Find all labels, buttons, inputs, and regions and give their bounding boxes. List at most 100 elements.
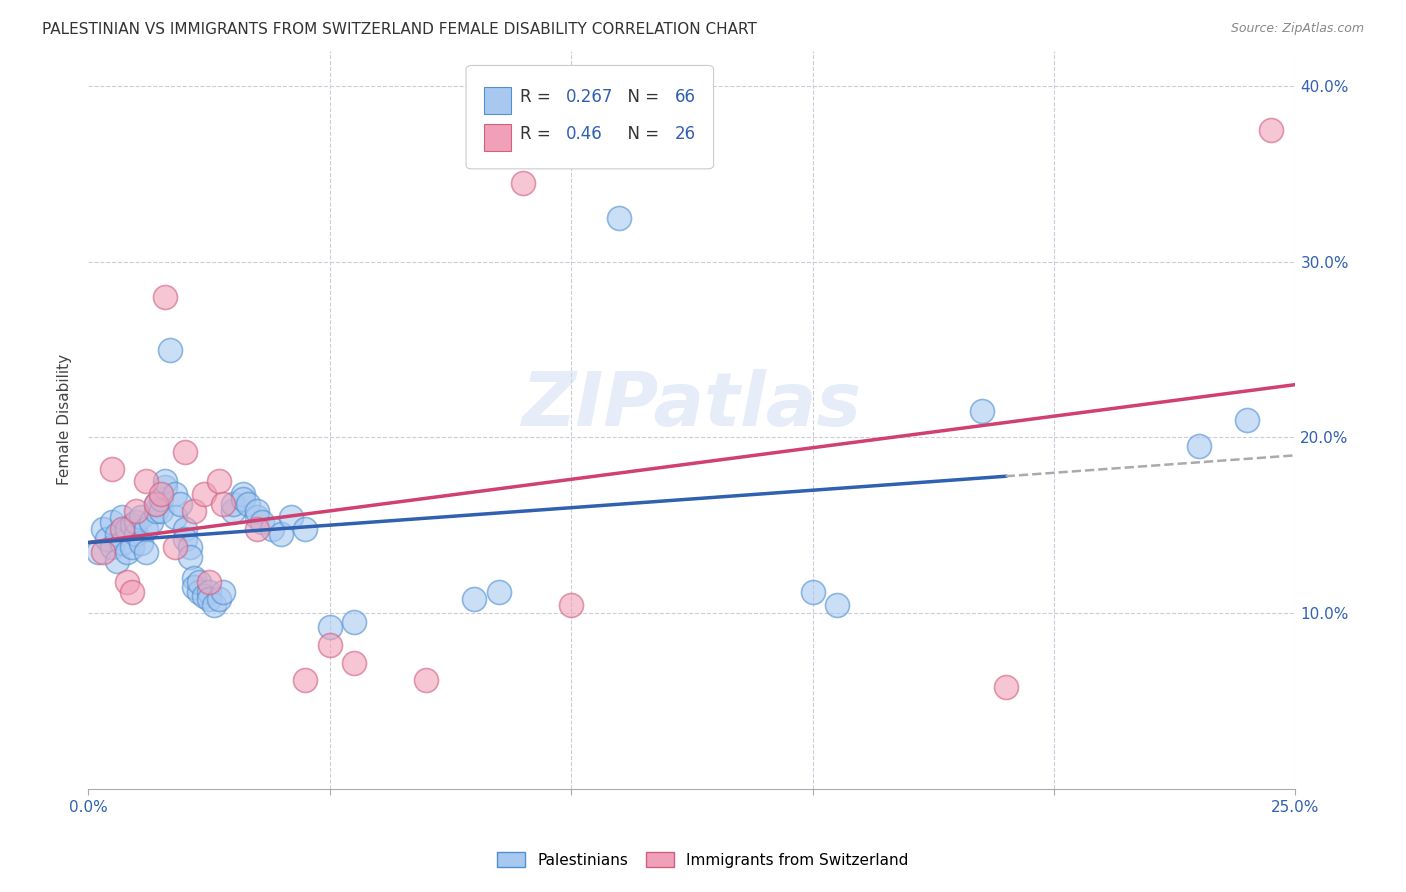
- Point: [825, 598, 848, 612]
- Point: [105, 527, 128, 541]
- Point: [512, 176, 534, 190]
- FancyBboxPatch shape: [465, 65, 713, 169]
- Point: [222, 504, 245, 518]
- FancyBboxPatch shape: [484, 87, 510, 114]
- Point: [198, 592, 221, 607]
- Point: [246, 522, 269, 536]
- Point: [179, 550, 201, 565]
- Text: N =: N =: [617, 125, 664, 143]
- Point: [155, 290, 177, 304]
- Point: [159, 343, 181, 357]
- Point: [165, 509, 187, 524]
- Point: [1236, 413, 1258, 427]
- Point: [87, 545, 110, 559]
- Point: [125, 515, 148, 529]
- Point: [232, 491, 254, 506]
- Text: PALESTINIAN VS IMMIGRANTS FROM SWITZERLAND FEMALE DISABILITY CORRELATION CHART: PALESTINIAN VS IMMIGRANTS FROM SWITZERLA…: [42, 22, 756, 37]
- Point: [222, 497, 245, 511]
- Point: [260, 522, 283, 536]
- Point: [318, 638, 340, 652]
- Point: [135, 522, 157, 536]
- Point: [139, 515, 162, 529]
- Point: [193, 589, 215, 603]
- Point: [125, 504, 148, 518]
- Point: [294, 673, 316, 687]
- Point: [111, 522, 134, 536]
- Point: [135, 475, 157, 489]
- Point: [149, 491, 172, 506]
- Point: [173, 444, 195, 458]
- Point: [105, 553, 128, 567]
- Text: R =: R =: [520, 88, 557, 106]
- Point: [280, 509, 302, 524]
- Point: [173, 522, 195, 536]
- Text: ZIPatlas: ZIPatlas: [522, 368, 862, 442]
- Point: [488, 585, 510, 599]
- Point: [183, 571, 205, 585]
- Point: [343, 656, 366, 670]
- Point: [294, 522, 316, 536]
- Point: [183, 580, 205, 594]
- Point: [149, 504, 172, 518]
- Point: [246, 504, 269, 518]
- Point: [91, 522, 114, 536]
- Point: [145, 504, 167, 518]
- Point: [207, 592, 229, 607]
- Point: [188, 585, 211, 599]
- Point: [183, 504, 205, 518]
- Point: [250, 515, 273, 529]
- Point: [115, 522, 138, 536]
- Text: 66: 66: [675, 88, 696, 106]
- Point: [188, 574, 211, 589]
- Point: [173, 533, 195, 547]
- Point: [1188, 439, 1211, 453]
- Point: [169, 497, 191, 511]
- Point: [111, 509, 134, 524]
- Point: [609, 211, 631, 225]
- Point: [91, 545, 114, 559]
- Point: [994, 680, 1017, 694]
- Point: [125, 527, 148, 541]
- Point: [246, 509, 269, 524]
- Point: [165, 540, 187, 554]
- Point: [207, 475, 229, 489]
- Text: 0.267: 0.267: [567, 88, 613, 106]
- Point: [111, 536, 134, 550]
- Point: [101, 462, 124, 476]
- Point: [463, 592, 485, 607]
- Text: Source: ZipAtlas.com: Source: ZipAtlas.com: [1230, 22, 1364, 36]
- Point: [232, 487, 254, 501]
- Text: 0.46: 0.46: [567, 125, 603, 143]
- Point: [270, 527, 292, 541]
- Point: [560, 598, 582, 612]
- Point: [193, 487, 215, 501]
- Point: [198, 585, 221, 599]
- Point: [145, 497, 167, 511]
- Point: [198, 574, 221, 589]
- Point: [121, 540, 143, 554]
- Point: [101, 515, 124, 529]
- Point: [115, 574, 138, 589]
- Point: [1260, 123, 1282, 137]
- Point: [970, 404, 993, 418]
- Point: [135, 545, 157, 559]
- Text: N =: N =: [617, 88, 664, 106]
- Point: [212, 585, 235, 599]
- Point: [155, 480, 177, 494]
- Point: [212, 497, 235, 511]
- Point: [121, 518, 143, 533]
- Text: 26: 26: [675, 125, 696, 143]
- Y-axis label: Female Disability: Female Disability: [58, 354, 72, 485]
- Point: [415, 673, 437, 687]
- Text: R =: R =: [520, 125, 557, 143]
- Point: [236, 497, 259, 511]
- Point: [115, 545, 138, 559]
- Point: [145, 497, 167, 511]
- Point: [202, 598, 225, 612]
- Point: [121, 585, 143, 599]
- Point: [179, 540, 201, 554]
- Point: [165, 487, 187, 501]
- Point: [96, 533, 118, 547]
- Point: [129, 509, 152, 524]
- Point: [155, 475, 177, 489]
